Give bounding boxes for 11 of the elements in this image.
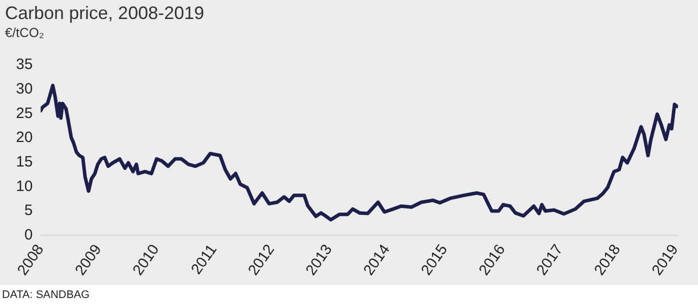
y-tick-label: 5 bbox=[24, 202, 33, 220]
y-tick-label: 25 bbox=[16, 104, 33, 122]
chart-title: Carbon price, 2008-2019 bbox=[5, 3, 204, 24]
y-tick-label: 15 bbox=[16, 153, 33, 170]
y-tick-label: 35 bbox=[16, 56, 33, 74]
y-tick-label: 0 bbox=[24, 226, 33, 244]
y-tick-label: 30 bbox=[16, 80, 33, 98]
y-tick-label: 10 bbox=[16, 178, 33, 195]
text: DATA: SANDBAG bbox=[2, 289, 90, 301]
chart-subtitle: €/tCO₂ bbox=[5, 25, 44, 40]
y-tick-label: 20 bbox=[16, 129, 33, 146]
